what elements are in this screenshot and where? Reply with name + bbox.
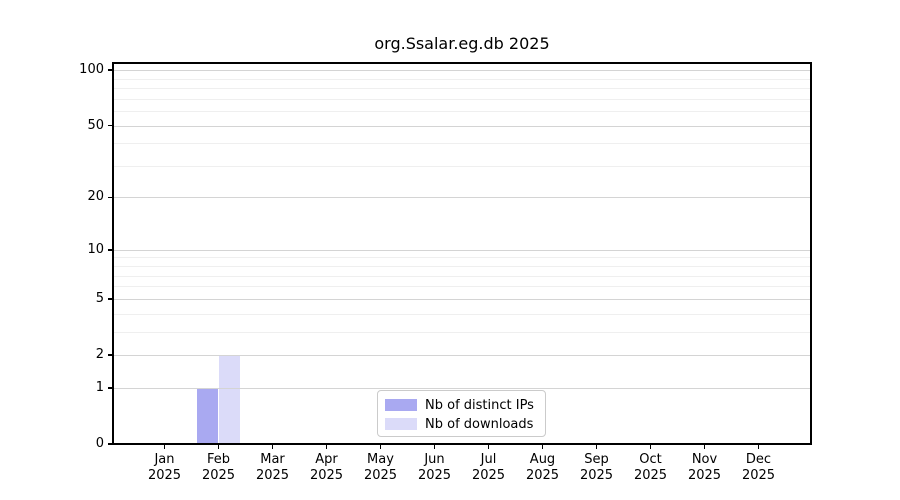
minor-gridline <box>113 165 811 167</box>
y-tick-mark <box>107 387 113 389</box>
minor-gridline <box>113 313 811 315</box>
minor-gridline <box>113 266 811 268</box>
x-tick-label: Jan 2025 <box>147 452 182 483</box>
minor-gridline <box>113 78 811 80</box>
x-tick-mark <box>541 444 544 449</box>
left-spine <box>112 62 114 445</box>
x-tick-label: Sep 2025 <box>579 452 614 483</box>
bottom-spine <box>112 443 812 445</box>
x-tick-mark <box>595 444 598 449</box>
x-tick-label: Dec 2025 <box>741 452 776 483</box>
y-tick-mark <box>107 69 113 71</box>
major-gridline <box>113 298 811 300</box>
right-spine <box>810 62 812 445</box>
y-tick-mark <box>107 124 113 127</box>
legend-swatch-distinct-ips-icon <box>385 399 417 411</box>
legend-item-distinct-ips: Nb of distinct IPs <box>385 396 545 414</box>
x-tick-label: Jun 2025 <box>417 452 452 483</box>
bar-downloads <box>218 355 241 444</box>
legend-swatch-downloads-icon <box>385 418 417 430</box>
major-gridline <box>113 355 811 356</box>
minor-gridline <box>113 257 811 259</box>
gridlines-layer <box>113 62 811 444</box>
minor-gridline <box>113 111 811 113</box>
x-tick-mark <box>649 444 652 449</box>
x-tick-label: Jul 2025 <box>471 452 506 483</box>
legend-label-downloads: Nb of downloads <box>425 416 534 432</box>
x-tick-mark <box>325 444 328 449</box>
minor-gridline <box>113 275 811 277</box>
minor-gridline <box>113 331 811 333</box>
bars-layer <box>113 62 811 444</box>
x-tick-label: Aug 2025 <box>525 452 560 483</box>
x-tick-label: Oct 2025 <box>633 452 668 483</box>
major-gridline <box>113 249 811 251</box>
minor-gridline <box>113 286 811 288</box>
y-tick-mark <box>107 249 113 251</box>
x-tick-mark <box>271 444 274 449</box>
y-tick-label: 10 <box>87 241 104 257</box>
major-gridline <box>113 387 811 389</box>
y-tick-mark <box>107 298 113 300</box>
x-tick-mark <box>433 444 436 449</box>
y-tick-label: 5 <box>95 290 104 306</box>
legend-item-downloads: Nb of downloads <box>385 415 545 433</box>
x-tick-label: May 2025 <box>363 452 398 483</box>
minor-gridline <box>113 88 811 90</box>
x-tick-label: Mar 2025 <box>255 452 290 483</box>
x-tick-mark <box>163 444 166 449</box>
major-gridline <box>113 125 811 127</box>
y-tick-mark <box>107 196 113 199</box>
x-tick-label: Feb 2025 <box>201 452 236 483</box>
y-tick-label: 50 <box>87 117 104 133</box>
x-tick-mark <box>487 444 490 449</box>
y-tick-label: 100 <box>79 62 104 78</box>
y-tick-mark <box>107 354 113 356</box>
y-tick-label: 2 <box>95 347 104 362</box>
major-gridline <box>113 70 811 72</box>
x-tick-mark <box>703 444 706 449</box>
x-tick-label: Apr 2025 <box>309 452 344 483</box>
y-tick-label: 0 <box>95 436 104 451</box>
minor-gridline <box>113 143 811 145</box>
minor-gridline <box>113 98 811 100</box>
y-tick-label: 20 <box>87 189 104 205</box>
x-tick-mark <box>757 444 760 449</box>
x-tick-mark <box>217 444 220 449</box>
legend: Nb of distinct IPs Nb of downloads <box>377 390 546 437</box>
legend-label-distinct-ips: Nb of distinct IPs <box>425 397 534 413</box>
x-tick-mark <box>379 444 382 449</box>
bar-distinct-ips <box>196 387 219 444</box>
x-tick-label: Nov 2025 <box>687 452 722 483</box>
plot-area <box>113 62 811 444</box>
y-tick-mark <box>107 443 113 445</box>
top-spine <box>112 62 812 64</box>
y-tick-label: 1 <box>95 379 104 395</box>
chart-title: org.Ssalar.eg.db 2025 <box>374 34 550 53</box>
major-gridline <box>113 197 811 199</box>
